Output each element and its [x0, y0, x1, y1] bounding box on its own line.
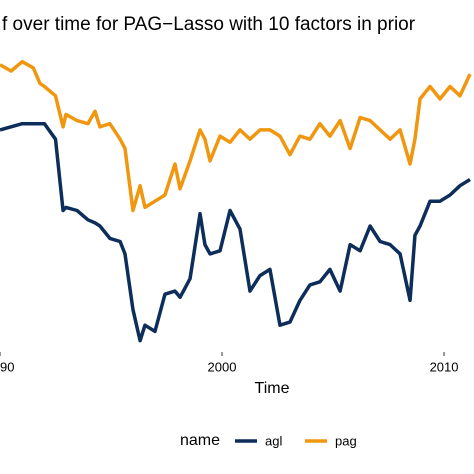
x-tick-label: 2000	[208, 359, 237, 374]
legend-title: name	[180, 432, 220, 449]
chart-title: f over time for PAG−Lasso with 10 factor…	[2, 14, 416, 35]
legend-label: agl	[265, 433, 282, 448]
x-tick-label: 2010	[430, 359, 459, 374]
x-axis-label: Time	[255, 380, 290, 397]
line-agl	[0, 121, 471, 343]
line-pag	[0, 59, 472, 213]
legend-label: pag	[335, 433, 357, 448]
x-tick-label: 1990	[0, 359, 14, 374]
